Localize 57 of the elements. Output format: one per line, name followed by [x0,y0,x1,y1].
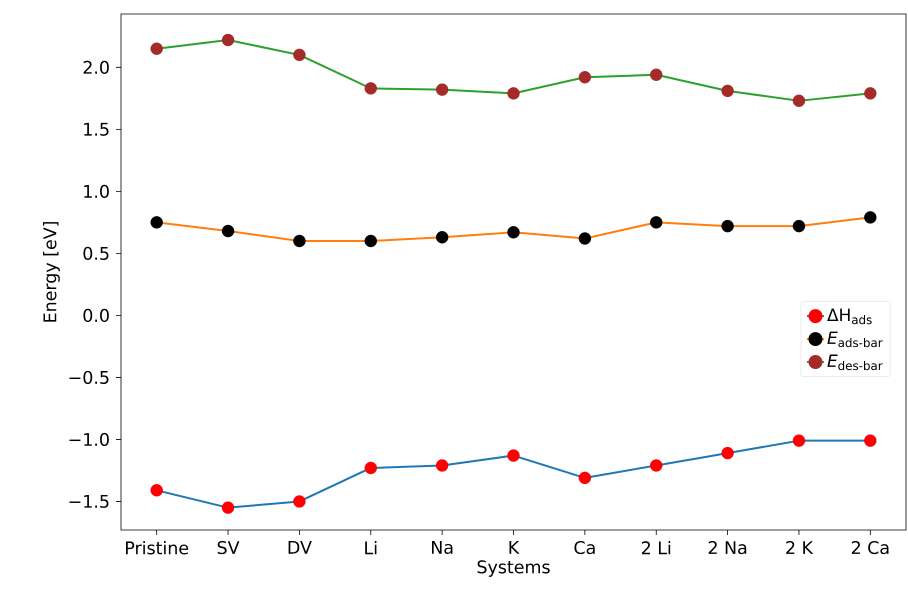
point [650,459,662,472]
point [222,34,234,46]
x-tick-label: SV [218,541,240,554]
point [293,234,306,248]
point [578,472,592,484]
point [792,220,806,232]
point [222,501,234,514]
legend-label: ΔH$_{ads}$ [827,308,872,324]
y-tick-label: −1.0 [70,432,109,446]
point [436,83,448,96]
point [578,71,592,84]
point [150,216,163,229]
x-tick-label: Pristine [126,540,188,554]
point [507,226,520,238]
x-tick-label: 2 Na [708,541,746,554]
point [293,48,306,62]
point [436,231,448,244]
x-tick-label: K [510,540,520,554]
point [222,224,234,238]
legend-label: E$_{des-bar}$ [827,354,883,370]
point [721,446,734,460]
point [578,232,592,245]
x-tick-label: Ca [574,541,595,554]
x-tick-label: DV [288,540,312,554]
y-tick-label: 0.0 [83,308,109,322]
y-tick-label: −0.5 [70,370,108,384]
point [864,434,877,447]
point [792,94,806,108]
point [150,484,163,496]
x-tick-label: Na [432,540,452,554]
point [864,211,877,224]
point [721,220,734,232]
point [650,68,662,81]
x-axis-title: Systems [478,560,550,577]
point [436,459,448,472]
point [792,434,806,447]
y-axis-title: Energy [eV] [42,222,60,322]
point [293,495,306,508]
y-tick-label: −1.5 [70,494,108,508]
y-tick-label: 2.0 [84,60,109,74]
point [650,216,662,229]
point [364,82,377,95]
x-tick-label: 2 K [786,541,814,554]
x-tick-label: 2 Ca [852,541,888,554]
point [364,462,377,474]
legend-label: E$_{ads-bar}$ [827,332,883,348]
point [364,234,377,248]
y-tick-label: 0.5 [83,246,108,260]
point [507,87,520,100]
x-tick-label: Li [365,540,376,554]
point [721,84,734,98]
y-tick-label: 1.0 [84,184,109,198]
point [864,87,877,100]
y-tick-label: 1.5 [84,122,108,136]
point [507,449,520,462]
x-tick-label: 2 Li [642,540,670,554]
point [150,42,163,55]
